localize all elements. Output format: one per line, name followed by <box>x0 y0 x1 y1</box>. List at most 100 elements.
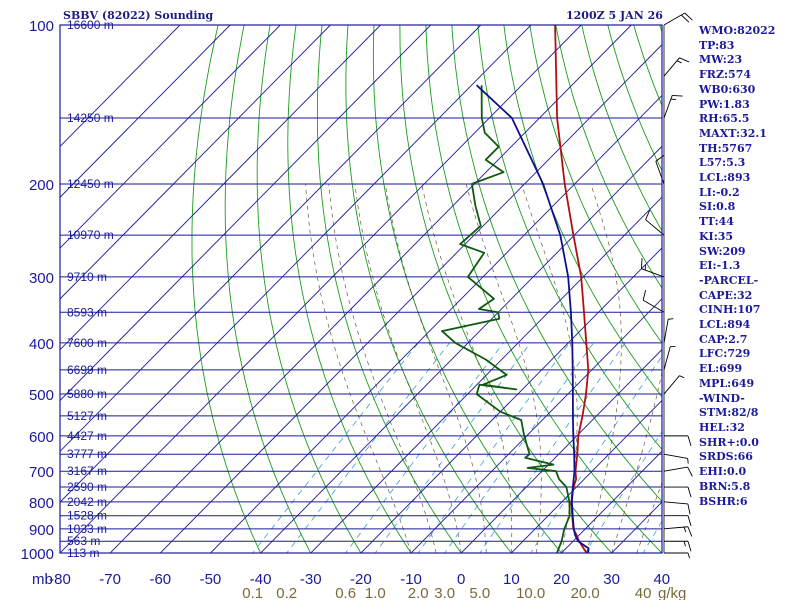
wind-barb <box>663 526 693 537</box>
wind-barb-half-flag <box>676 60 682 64</box>
dry-adiabat <box>372 25 563 553</box>
mixing-ratio-line <box>286 342 450 553</box>
wind-barb <box>663 466 693 477</box>
height-label: 4427 m <box>67 429 107 443</box>
mixing-ratio-unit: g/kg <box>658 585 686 600</box>
wind-barb <box>663 57 690 77</box>
wind-barb <box>664 540 692 552</box>
wind-barb-flag <box>687 435 692 446</box>
dry-adiabat <box>529 25 662 344</box>
isotherm <box>60 25 532 503</box>
wind-barb-flag <box>687 515 692 526</box>
dry-adiabat <box>191 25 262 553</box>
index-line: LFC:729 <box>699 347 751 361</box>
index-line: MPL:649 <box>699 376 755 390</box>
wind-barb-flag <box>645 209 651 220</box>
index-line: BRN:5.8 <box>699 479 751 493</box>
dry-adiabats <box>191 13 800 564</box>
dry-adiabat <box>477 25 662 451</box>
wind-barb <box>663 346 676 371</box>
isotherm <box>60 25 281 249</box>
wind-barb <box>664 486 692 498</box>
index-line: BSHR:6 <box>699 494 748 508</box>
isotherm <box>410 298 662 553</box>
isotherm <box>310 196 662 553</box>
wind-barb-flag <box>679 57 690 63</box>
moist-adiabat <box>354 183 462 553</box>
dry-adiabat <box>503 25 662 398</box>
wind-barb <box>663 501 691 515</box>
index-line: LCL:894 <box>699 318 751 332</box>
pressure-tick-label: 100 <box>29 18 54 35</box>
index-line: TH:5767 <box>699 141 753 155</box>
wind-barb-staff <box>663 319 669 343</box>
temperature-tick-label: -80 <box>49 571 71 588</box>
wind-barb-flag <box>681 14 690 23</box>
temperature-tick-label: -30 <box>300 571 322 588</box>
mixing-ratio-lines <box>252 342 662 553</box>
isotherm <box>259 145 662 553</box>
index-line: CAPE:32 <box>699 288 753 302</box>
dry-adiabat <box>316 25 462 553</box>
index-line: MAXT:32.1 <box>699 126 767 140</box>
temperature-tick-label: 30 <box>603 571 620 588</box>
mixing-ratio-label: 2.0 <box>408 585 429 600</box>
index-line: EL:699 <box>699 362 743 376</box>
pressure-tick-label: 700 <box>29 464 54 481</box>
dry-adiabat <box>784 13 800 564</box>
wind-barb <box>663 94 683 119</box>
temperature-tick-label: -70 <box>99 571 121 588</box>
mixing-ratio-label: 20.0 <box>571 585 600 600</box>
wind-barb-staff <box>663 95 673 119</box>
index-line: FRZ:574 <box>699 68 752 82</box>
mixing-ratio-label: 1.0 <box>365 585 386 600</box>
pressure-tick-label: 200 <box>29 177 54 194</box>
wind-barb-flag <box>687 503 691 515</box>
chart-title: SBBV (82022) Sounding <box>63 9 214 22</box>
wind-barb-half-flag <box>679 375 685 379</box>
plot-frame <box>59 24 663 554</box>
wind-barb <box>645 209 665 236</box>
index-line: SW:209 <box>699 244 746 258</box>
index-line: HEL:32 <box>699 420 745 434</box>
index-line: TT:44 <box>699 215 734 229</box>
isotherm <box>60 25 432 402</box>
isotherm <box>60 25 181 148</box>
mixing-ratio-label: 0.2 <box>276 585 297 600</box>
parcel-trace <box>475 84 590 553</box>
mixing-ratio-line <box>252 342 419 553</box>
wind-barb-flag <box>687 486 692 498</box>
mixing-ratio-label: 40 <box>635 585 652 600</box>
temperature-tick-label: -40 <box>250 571 272 588</box>
dewpoint-trace <box>441 85 571 553</box>
index-line: EHI:0.0 <box>699 465 747 479</box>
height-label: 14250 m <box>67 111 114 125</box>
height-label: 9710 m <box>67 270 107 284</box>
temperature-tick-label: -10 <box>400 571 422 588</box>
index-line: L57:5.3 <box>699 156 746 170</box>
wind-barb-flag <box>655 154 665 162</box>
wind-barb-staff <box>663 375 680 395</box>
wind-barb-flag <box>687 526 693 537</box>
mixing-ratio-line <box>444 342 594 553</box>
temperature-tick-label: 0 <box>457 571 465 588</box>
wind-barb-staff <box>663 346 671 371</box>
height-label: 3777 m <box>67 447 107 461</box>
height-label: 5880 m <box>67 387 107 401</box>
x-axis-unit-label: mb <box>32 571 53 588</box>
temperature-tick-label: 10 <box>503 571 520 588</box>
pressure-tick-label: 400 <box>29 336 54 353</box>
wind-barb <box>640 258 665 278</box>
dry-adiabat <box>451 25 662 503</box>
isotherm <box>60 25 331 300</box>
isotherm <box>460 348 662 553</box>
index-line: WMO:82022 <box>699 24 776 37</box>
pressure-tick-label: 500 <box>29 387 54 404</box>
wind-barb <box>663 453 689 464</box>
wind-barb <box>664 552 690 559</box>
moist-adiabat <box>421 183 513 553</box>
sounding-traces <box>441 25 590 553</box>
mixing-ratio-line <box>345 342 504 553</box>
